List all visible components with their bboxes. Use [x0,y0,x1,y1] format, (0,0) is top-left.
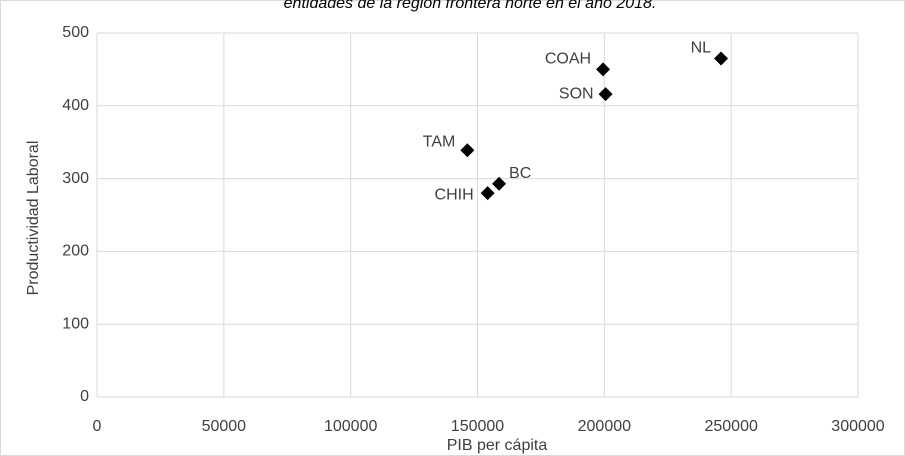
point-label: NL [691,40,712,57]
y-tick-label: 400 [62,97,89,114]
x-tick-label: 50000 [202,418,247,435]
y-axis-title: Productividad Laboral [25,141,42,296]
x-tick-label: 300000 [831,418,884,435]
y-tick-label: 500 [62,24,89,41]
x-tick-label: 250000 [704,418,757,435]
y-tick-label: 200 [62,243,89,260]
x-tick-label: 200000 [578,418,631,435]
point [460,143,475,158]
x-tick-label: 150000 [451,418,504,435]
x-tick-label: 100000 [324,418,377,435]
point [480,186,495,201]
chart-title: entidades de la región frontera norte en… [284,0,657,12]
y-tick-label: 100 [62,315,89,332]
x-tick-label: 0 [93,418,102,435]
point [492,176,507,191]
point [714,51,729,66]
point-label: TAM [423,133,456,150]
point-label: SON [559,85,594,102]
point-label: CHIH [435,186,474,203]
point-label: COAH [545,51,591,68]
point [598,87,613,102]
point [596,62,611,77]
y-tick-label: 300 [62,170,89,187]
point-label: BC [509,165,531,182]
y-tick-label: 0 [80,388,89,405]
x-axis-title: PIB per cápita [447,437,548,454]
